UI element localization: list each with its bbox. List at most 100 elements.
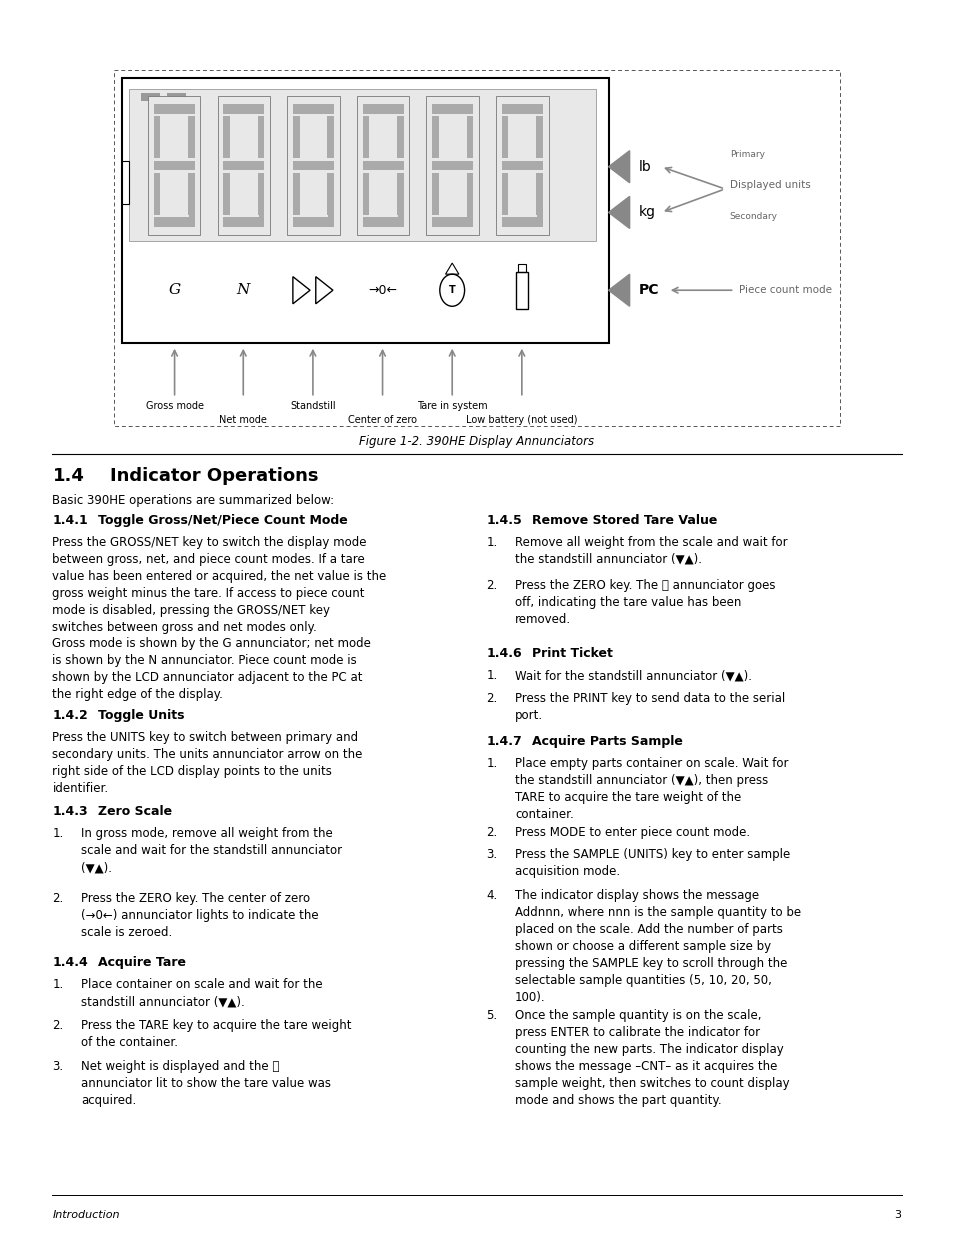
Text: Press the SAMPLE (UNITS) key to enter sample
acquisition mode.: Press the SAMPLE (UNITS) key to enter sa…: [515, 848, 790, 878]
Text: Secondary: Secondary: [729, 211, 777, 221]
Polygon shape: [148, 96, 200, 235]
Text: Once the sample quantity is on the scale,
press ENTER to calibrate the indicator: Once the sample quantity is on the scale…: [515, 1009, 789, 1107]
Polygon shape: [426, 96, 478, 235]
Polygon shape: [129, 89, 596, 241]
Text: Basic 390HE operations are summarized below:: Basic 390HE operations are summarized be…: [52, 494, 335, 508]
Text: 2.: 2.: [52, 892, 64, 905]
Polygon shape: [257, 173, 264, 215]
Text: Press the ZERO key. The Ⓣ annunciator goes
off, indicating the tare value has be: Press the ZERO key. The Ⓣ annunciator go…: [515, 579, 775, 626]
Text: Acquire Parts Sample: Acquire Parts Sample: [532, 735, 682, 748]
Polygon shape: [608, 274, 629, 306]
Polygon shape: [608, 151, 629, 183]
Polygon shape: [153, 161, 194, 170]
Polygon shape: [432, 104, 473, 114]
Text: Toggle Gross/Net/Piece Count Mode: Toggle Gross/Net/Piece Count Mode: [98, 514, 348, 527]
Polygon shape: [153, 173, 160, 215]
Polygon shape: [293, 161, 334, 170]
Polygon shape: [466, 116, 473, 158]
Polygon shape: [397, 214, 403, 226]
Polygon shape: [362, 116, 369, 158]
Polygon shape: [223, 104, 264, 114]
Polygon shape: [501, 116, 508, 158]
Polygon shape: [293, 173, 299, 215]
Text: The indicator display shows the message
Addnnn, where nnn is the sample quantity: The indicator display shows the message …: [515, 889, 801, 1004]
Text: Zero Scale: Zero Scale: [98, 805, 172, 819]
Text: Press the GROSS/NET key to switch the display mode
between gross, net, and piece: Press the GROSS/NET key to switch the di…: [52, 536, 386, 634]
Polygon shape: [501, 161, 542, 170]
Text: Press MODE to enter piece count mode.: Press MODE to enter piece count mode.: [515, 826, 749, 840]
Text: Press the UNITS key to switch between primary and
secondary units. The units ann: Press the UNITS key to switch between pr…: [52, 731, 362, 795]
Polygon shape: [501, 217, 542, 227]
Polygon shape: [223, 116, 230, 158]
Polygon shape: [153, 116, 160, 158]
Text: Print Ticket: Print Ticket: [532, 647, 613, 661]
Text: Gross mode: Gross mode: [146, 401, 203, 411]
Text: 3.: 3.: [486, 848, 497, 862]
Polygon shape: [223, 217, 264, 227]
Text: Standstill: Standstill: [290, 401, 335, 411]
Polygon shape: [122, 161, 129, 204]
Text: kg: kg: [639, 205, 656, 220]
Text: 2.: 2.: [486, 579, 497, 593]
Polygon shape: [293, 116, 299, 158]
Polygon shape: [223, 173, 230, 215]
Text: Press the TARE key to acquire the tare weight
of the container.: Press the TARE key to acquire the tare w…: [81, 1019, 352, 1049]
Polygon shape: [356, 96, 409, 235]
Text: Remove all weight from the scale and wait for
the standstill annunciator (▼▲).: Remove all weight from the scale and wai…: [515, 536, 787, 566]
Text: 3.: 3.: [52, 1060, 64, 1073]
Text: 1.4.6: 1.4.6: [486, 647, 521, 661]
Text: 3: 3: [894, 1210, 901, 1220]
Text: Figure 1-2. 390HE Display Annunciators: Figure 1-2. 390HE Display Annunciators: [359, 435, 594, 448]
Text: →0←: →0←: [368, 284, 396, 296]
Text: Place empty parts container on scale. Wait for
the standstill annunciator (▼▲), : Place empty parts container on scale. Wa…: [515, 757, 788, 821]
Text: 1.4.3: 1.4.3: [52, 805, 88, 819]
Text: Low battery (not used): Low battery (not used): [466, 415, 577, 425]
Text: 1.: 1.: [52, 978, 64, 992]
Text: 1.4.5: 1.4.5: [486, 514, 521, 527]
Text: 1.4.4: 1.4.4: [52, 956, 88, 969]
Text: Place container on scale and wait for the
standstill annunciator (▼▲).: Place container on scale and wait for th…: [81, 978, 322, 1008]
Text: 1.: 1.: [486, 757, 497, 771]
Text: 5.: 5.: [486, 1009, 497, 1023]
Text: Press the ZERO key. The center of zero
(→0←) annunciator lights to indicate the
: Press the ZERO key. The center of zero (…: [81, 892, 318, 939]
Text: Center of zero: Center of zero: [348, 415, 416, 425]
Polygon shape: [501, 173, 508, 215]
Text: Tare in system: Tare in system: [416, 401, 487, 411]
Text: 2.: 2.: [486, 826, 497, 840]
Polygon shape: [362, 173, 369, 215]
Polygon shape: [122, 78, 608, 343]
Polygon shape: [536, 173, 542, 215]
Text: G: G: [169, 283, 180, 298]
Polygon shape: [293, 104, 334, 114]
Polygon shape: [537, 214, 542, 226]
Polygon shape: [496, 96, 548, 235]
Text: lb: lb: [639, 159, 651, 174]
Text: 1.4: 1.4: [52, 467, 84, 485]
Text: Net weight is displayed and the Ⓣ
annunciator lit to show the tare value was
acq: Net weight is displayed and the Ⓣ annunc…: [81, 1060, 331, 1107]
Polygon shape: [217, 96, 270, 235]
Polygon shape: [362, 161, 403, 170]
Text: T: T: [448, 285, 456, 295]
Text: 1.4.7: 1.4.7: [486, 735, 521, 748]
Text: Acquire Tare: Acquire Tare: [98, 956, 186, 969]
Text: 1.4.2: 1.4.2: [52, 709, 88, 722]
Polygon shape: [258, 214, 264, 226]
Text: 4.: 4.: [486, 889, 497, 903]
Text: Net mode: Net mode: [219, 415, 267, 425]
Text: 1.4.1: 1.4.1: [52, 514, 88, 527]
Polygon shape: [467, 214, 473, 226]
Polygon shape: [153, 104, 194, 114]
Text: Primary: Primary: [729, 149, 764, 159]
Polygon shape: [188, 173, 194, 215]
Polygon shape: [257, 116, 264, 158]
Polygon shape: [328, 214, 334, 226]
Polygon shape: [327, 173, 334, 215]
Polygon shape: [189, 214, 194, 226]
Text: 1.: 1.: [52, 827, 64, 841]
Polygon shape: [466, 173, 473, 215]
Text: N: N: [236, 283, 250, 298]
Polygon shape: [167, 93, 186, 101]
Polygon shape: [501, 104, 542, 114]
Polygon shape: [396, 173, 403, 215]
Text: Toggle Units: Toggle Units: [98, 709, 185, 722]
